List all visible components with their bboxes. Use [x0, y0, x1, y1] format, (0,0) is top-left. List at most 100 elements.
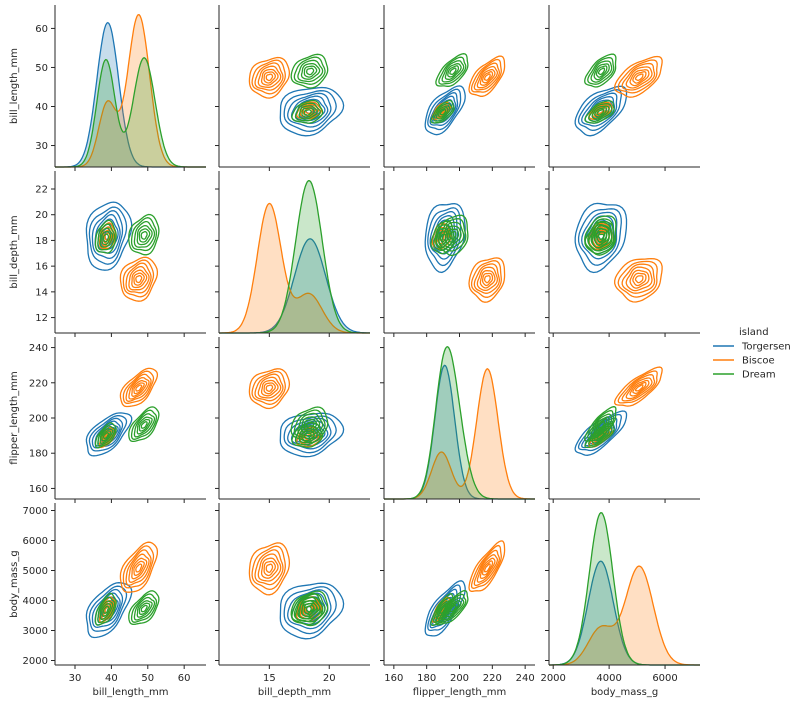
contour-dream	[449, 231, 457, 240]
y-tick-label: 7000	[23, 506, 48, 517]
x-tick-label: 6000	[652, 673, 677, 684]
legend-title: island	[739, 327, 769, 338]
contour-torgersen	[574, 85, 628, 137]
x-axis-label: bill_length_mm	[92, 687, 168, 698]
contour-biscoe	[128, 553, 150, 583]
y-axis-label: body_mass_g	[9, 550, 20, 617]
contour-dream	[587, 218, 615, 252]
contour-dream	[435, 589, 469, 626]
legend: island Torgersen Biscoe Dream	[713, 327, 791, 381]
contour-bill_depth_mm-vs-body_mass_g	[574, 202, 663, 303]
contour-bill_length_mm-vs-bill_depth_mm	[248, 53, 345, 137]
contour-dream	[587, 409, 615, 440]
contour-biscoe	[483, 275, 491, 284]
contour-dream	[447, 602, 460, 615]
contour-biscoe	[248, 368, 291, 410]
contour-dream	[101, 430, 112, 442]
contour-dream	[136, 416, 153, 435]
kde-line-biscoe	[549, 565, 700, 666]
contour-dream	[101, 230, 112, 246]
contour-dream	[597, 420, 606, 429]
contour-bill_length_mm-vs-body_mass_g	[574, 53, 663, 137]
diag-kde-bill_length_mm	[55, 14, 206, 168]
contour-torgersen	[85, 201, 133, 271]
contour-biscoe	[119, 541, 159, 593]
x-tick-label: 160	[384, 673, 403, 684]
contour-biscoe	[128, 376, 150, 400]
contour-dream	[306, 67, 315, 76]
contour-dream	[136, 600, 153, 618]
contour-biscoe	[625, 266, 653, 292]
contour-biscoe	[131, 557, 148, 580]
contour-dream	[293, 409, 326, 440]
contour-dream	[300, 62, 321, 80]
contour-biscoe	[621, 374, 656, 402]
contour-biscoe	[634, 73, 644, 82]
contour-dream	[590, 60, 613, 83]
contour-dream	[293, 593, 326, 623]
contour-dream	[94, 422, 117, 449]
contour-dream	[303, 65, 318, 78]
contour-dream	[596, 109, 605, 116]
contour-dream	[584, 215, 617, 256]
y-axis-label: flipper_length_mm	[9, 371, 20, 464]
kde-line-biscoe	[219, 202, 370, 334]
x-tick-label: 240	[516, 673, 535, 684]
contour-torgersen	[91, 210, 124, 260]
contour-dream	[130, 593, 158, 623]
contour-biscoe	[614, 55, 663, 98]
contour-biscoe	[251, 545, 286, 591]
contour-biscoe	[481, 272, 494, 287]
contour-torgersen	[91, 588, 124, 628]
contour-biscoe	[254, 549, 284, 586]
contour-dream	[588, 224, 613, 252]
contour-flipper_length_mm-vs-bill_length_mm	[85, 367, 160, 457]
x-tick-label: 220	[483, 673, 502, 684]
x-axis-label: bill_depth_mm	[258, 687, 331, 698]
contour-biscoe	[135, 563, 143, 573]
contour-dream	[306, 604, 315, 613]
contour-body_mass_g-vs-bill_depth_mm	[248, 542, 345, 640]
y-tick-label: 180	[29, 449, 48, 460]
y-tick-label: 18	[35, 236, 48, 247]
contour-dream	[584, 406, 617, 442]
contour-biscoe	[473, 62, 501, 91]
contour-dream	[99, 600, 114, 621]
contour-dream	[97, 596, 116, 624]
contour-body_mass_g-vs-bill_length_mm	[85, 541, 160, 639]
contour-dream	[94, 592, 117, 626]
contour-dream	[449, 604, 457, 613]
contour-bill_depth_mm-vs-flipper_length_mm	[424, 202, 506, 303]
contour-dream	[136, 224, 153, 246]
contour-dream	[597, 67, 606, 76]
contour-biscoe	[299, 103, 320, 118]
contour-biscoe	[473, 549, 501, 587]
contour-dream	[444, 225, 462, 246]
contour-dream	[140, 604, 148, 613]
contour-dream	[99, 227, 114, 248]
kde-fill-biscoe	[384, 368, 535, 499]
contour-torgersen	[279, 86, 345, 137]
x-tick-label: 40	[105, 673, 118, 684]
contour-torgersen	[88, 206, 128, 265]
y-axis-label: bill_length_mm	[9, 48, 20, 124]
contour-biscoe	[125, 549, 152, 586]
contour-biscoe	[629, 269, 650, 289]
contour-dream	[593, 225, 610, 246]
contour-dream	[435, 53, 469, 87]
contour-biscoe	[122, 259, 155, 298]
contour-torgersen	[287, 589, 332, 630]
y-tick-label: 6000	[23, 536, 48, 547]
x-tick-label: 4000	[596, 673, 621, 684]
contour-biscoe	[122, 545, 155, 589]
y-tick-label: 220	[29, 378, 48, 389]
contour-dream	[593, 63, 610, 81]
y-tick-label: 30	[35, 141, 48, 152]
diag-kde-flipper_length_mm	[384, 345, 535, 500]
contour-biscoe	[476, 554, 499, 583]
contour-dream	[306, 421, 315, 430]
contour-dream	[438, 56, 467, 85]
contour-biscoe	[265, 384, 274, 392]
contour-biscoe	[263, 382, 276, 395]
contour-dream	[291, 422, 324, 448]
